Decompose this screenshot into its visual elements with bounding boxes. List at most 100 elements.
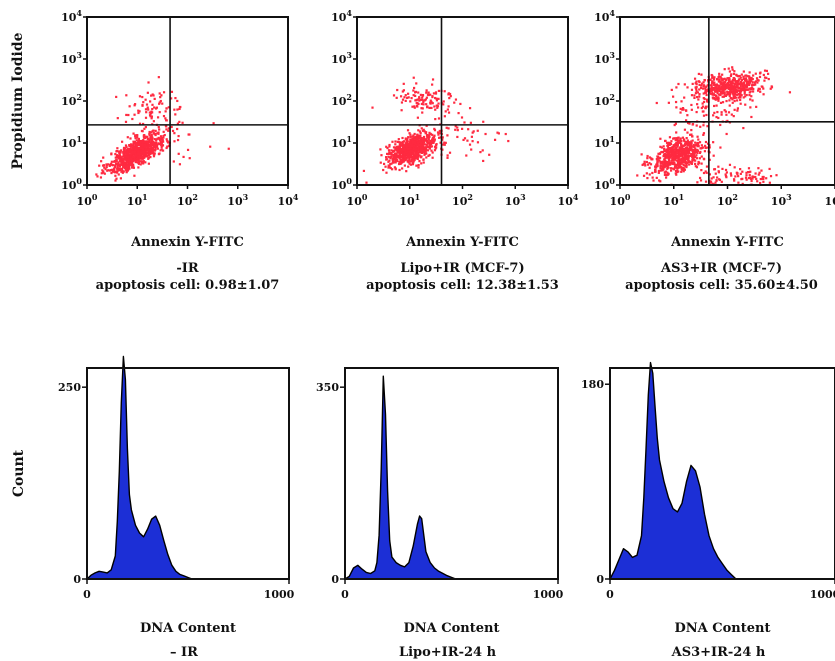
data-point (724, 173, 727, 176)
data-point (668, 147, 671, 150)
data-point (118, 151, 121, 154)
data-point (695, 157, 699, 160)
data-point (420, 162, 423, 165)
data-point (398, 150, 401, 153)
data-point (657, 171, 660, 174)
data-point (418, 130, 421, 133)
y-tick-label: 101 (331, 134, 352, 150)
data-point (129, 147, 132, 150)
data-point (121, 140, 124, 143)
data-point (739, 168, 742, 171)
data-point (422, 137, 425, 140)
data-point (434, 108, 437, 111)
data-point (429, 93, 432, 96)
data-point (700, 84, 703, 87)
data-point (686, 141, 689, 144)
data-point (728, 163, 732, 166)
data-point (700, 106, 703, 110)
data-point (711, 93, 714, 96)
data-point (654, 168, 657, 171)
data-point (159, 140, 162, 144)
data-point (401, 152, 404, 155)
data-point (415, 98, 418, 102)
data-point (741, 170, 744, 173)
data-point (720, 87, 723, 90)
data-point (144, 152, 147, 155)
data-point (166, 140, 169, 143)
y-tick-label: 102 (331, 92, 352, 108)
data-point (151, 147, 154, 150)
data-point (157, 153, 161, 156)
data-point (745, 174, 748, 177)
data-point (702, 171, 706, 175)
data-point (406, 96, 409, 100)
data-point (406, 156, 410, 159)
data-point (677, 159, 680, 162)
data-point (656, 164, 659, 168)
data-point (150, 131, 153, 134)
y-tick-label: 104 (61, 8, 82, 24)
data-point (144, 140, 147, 143)
data-point (742, 86, 746, 89)
data-point (676, 145, 679, 148)
data-point (681, 107, 685, 110)
dot-cloud (636, 66, 792, 186)
data-point (698, 157, 701, 160)
data-point (407, 161, 410, 164)
data-point (702, 133, 705, 136)
data-point (399, 158, 402, 162)
data-point (148, 148, 151, 151)
data-point (682, 153, 685, 156)
data-point (679, 149, 683, 152)
data-point (734, 90, 737, 93)
data-point (745, 78, 748, 82)
data-point (730, 174, 733, 177)
data-point (388, 143, 391, 147)
data-point (747, 171, 750, 174)
data-point (418, 96, 421, 99)
data-point (708, 89, 711, 92)
data-point (454, 125, 457, 128)
data-point (146, 154, 149, 157)
data-point (759, 177, 762, 181)
data-point (731, 87, 734, 91)
data-point (420, 127, 423, 130)
plot-border (86, 367, 290, 580)
data-point (685, 157, 689, 160)
data-point (423, 139, 426, 142)
data-point (712, 154, 715, 157)
data-point (674, 122, 677, 125)
data-point (716, 110, 719, 114)
data-point (472, 130, 475, 133)
data-point (120, 149, 123, 152)
data-point (380, 154, 383, 157)
data-point (735, 96, 738, 99)
data-point (149, 152, 152, 155)
data-point (119, 177, 123, 180)
data-point (413, 158, 416, 162)
data-point (765, 76, 768, 79)
data-point (476, 141, 480, 144)
data-point (144, 150, 147, 153)
panel-caption-line: -IR (176, 261, 198, 276)
data-point (176, 122, 180, 125)
data-point (488, 153, 491, 156)
data-point (396, 140, 399, 143)
data-point (675, 166, 678, 169)
data-point (114, 165, 117, 169)
data-point (762, 73, 765, 77)
data-point (416, 156, 419, 159)
data-point (706, 142, 710, 145)
data-point (151, 93, 154, 96)
data-point (403, 140, 406, 143)
data-point (426, 105, 429, 108)
y-tick-label: 104 (594, 8, 615, 24)
data-point (754, 172, 757, 175)
data-point (748, 78, 752, 81)
data-point (121, 155, 124, 158)
data-point (429, 99, 432, 102)
data-point (712, 141, 715, 144)
data-point (415, 136, 418, 139)
data-point (662, 163, 665, 167)
data-point (713, 87, 716, 91)
